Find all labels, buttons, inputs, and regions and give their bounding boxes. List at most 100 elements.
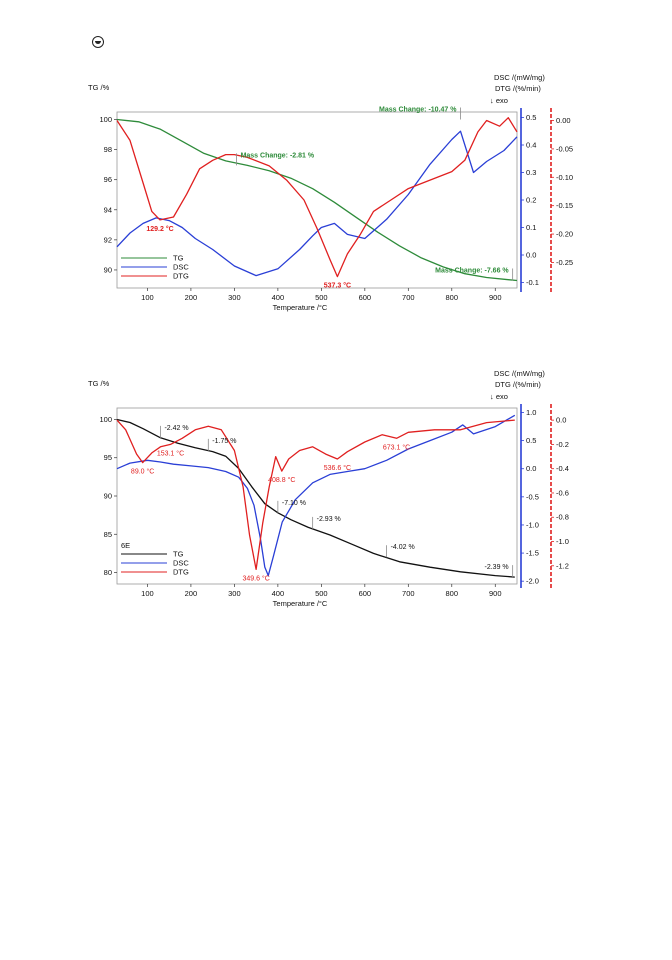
- dsc-tick-label: -0.5: [526, 492, 539, 501]
- dsc-tick-label: 0.1: [526, 223, 536, 232]
- dtg-tick-label: 0.00: [556, 116, 571, 125]
- dsc-tick-label: 0.0: [526, 464, 536, 473]
- series-tg-line: [116, 418, 515, 578]
- tg-tick-label: 100: [99, 415, 112, 424]
- dtg-tick-label: -1.2: [556, 561, 569, 570]
- dtg-tick-label: -0.6: [556, 488, 569, 497]
- dsc-tick-label: 0.2: [526, 196, 536, 205]
- dtg-tick-label: -0.10: [556, 173, 573, 182]
- x-tick-label: 500: [315, 589, 328, 598]
- thermal-analysis-chart-2: TG /% DSC /(mW/mg) DTG /(%/min) ↓ exo Temper…: [88, 369, 569, 608]
- series-dsc-line: [116, 414, 516, 577]
- peak-temperature-label: 129.2 °C: [146, 225, 173, 233]
- peak-temperature-label: 89.0 °C: [131, 468, 154, 476]
- thermal-analysis-chart-1: TG /% DSC /(mW/mg) DTG /(%/min) ↓ exo Temper…: [88, 73, 573, 312]
- dtg-tick-label: -1.0: [556, 537, 569, 546]
- mass-change-label: -2.42 %: [164, 425, 188, 432]
- tg-tick-label: 85: [104, 530, 112, 539]
- mass-change-label: -2.93 %: [317, 516, 341, 523]
- dsc-tick-label: 1.0: [526, 408, 536, 417]
- mass-change-label: -4.02 %: [391, 544, 415, 551]
- dsc-axis-title: DSC /(mW/mg): [494, 73, 545, 82]
- x-tick-label: 800: [446, 293, 459, 302]
- peak-temperature-label: 537.3 °C: [324, 282, 351, 290]
- x-tick-label: 600: [359, 589, 372, 598]
- mass-change-label: Mass Change: -7.66 %: [435, 267, 509, 274]
- series-dsc-line: [116, 130, 518, 277]
- dsc-axis-title: DSC /(mW/mg): [494, 369, 545, 378]
- dsc-tick-label: 0.5: [526, 113, 536, 122]
- series-dtg-line: [116, 117, 518, 278]
- x-axis-title: Temperature /°C: [273, 599, 328, 608]
- mass-change-label: -2.39 %: [485, 564, 509, 571]
- x-axis-title: Temperature /°C: [273, 303, 328, 312]
- legend-label-dsc: DSC: [173, 559, 189, 568]
- x-tick-label: 400: [272, 293, 285, 302]
- tg-axis-title: TG /%: [88, 379, 110, 388]
- x-tick-label: 100: [141, 293, 154, 302]
- mass-change-label: -7.10 %: [282, 500, 306, 507]
- dtg-tick-label: -0.15: [556, 201, 573, 210]
- x-tick-label: 800: [446, 589, 459, 598]
- dsc-tick-label: -2.0: [526, 577, 539, 586]
- legend-label-dtg: DTG: [173, 272, 189, 281]
- x-tick-label: 400: [272, 589, 285, 598]
- tg-axis-title: TG /%: [88, 83, 110, 92]
- sample-label: 6E: [121, 541, 130, 550]
- x-tick-label: 700: [402, 293, 415, 302]
- peak-temperature-label: 408.8 °C: [268, 476, 295, 484]
- dsc-tick-label: -1.5: [526, 549, 539, 558]
- dtg-tick-label: -0.2: [556, 440, 569, 449]
- tg-tick-label: 90: [104, 492, 112, 501]
- dtg-tick-label: 0.0: [556, 416, 566, 425]
- x-tick-label: 300: [228, 589, 241, 598]
- tg-tick-label: 92: [104, 235, 112, 244]
- dtg-axis-title: DTG /(%/min): [495, 380, 541, 389]
- seal-logo-icon: [92, 36, 104, 48]
- legend-label-tg: TG: [173, 254, 184, 263]
- dsc-tick-label: 0.3: [526, 168, 536, 177]
- peak-temperature-label: 673.1 °C: [383, 443, 410, 451]
- x-tick-label: 700: [402, 589, 415, 598]
- x-tick-label: 900: [489, 589, 502, 598]
- peak-temperature-label: 153.1 °C: [157, 449, 184, 457]
- peak-temperature-label: 349.6 °C: [242, 574, 269, 582]
- x-tick-label: 200: [185, 293, 198, 302]
- plot-frame: [116, 111, 518, 289]
- mass-change-label: Mass Change: -2.81 %: [241, 152, 315, 159]
- dsc-tick-label: -0.1: [526, 278, 539, 287]
- tg-tick-label: 96: [104, 175, 112, 184]
- tg-tick-label: 100: [99, 115, 112, 124]
- x-tick-label: 100: [141, 589, 154, 598]
- series-dtg-line: [116, 419, 515, 571]
- dsc-tick-label: 0.4: [526, 141, 536, 150]
- tg-tick-label: 94: [104, 205, 112, 214]
- peak-temperature-label: 536.6 °C: [324, 464, 351, 472]
- mass-change-label: Mass Change: -10.47 %: [379, 107, 457, 114]
- tg-tick-label: 98: [104, 145, 112, 154]
- dsc-tick-label: -1.0: [526, 520, 539, 529]
- dtg-tick-label: -0.20: [556, 230, 573, 239]
- dtg-axis-title: DTG /(%/min): [495, 84, 541, 93]
- tg-tick-label: 95: [104, 453, 112, 462]
- x-tick-label: 200: [185, 589, 198, 598]
- exo-indicator: ↓ exo: [490, 96, 508, 105]
- legend-label-dsc: DSC: [173, 263, 189, 272]
- series-tg-line: [116, 118, 518, 282]
- exo-indicator: ↓ exo: [490, 392, 508, 401]
- legend-label-dtg: DTG: [173, 568, 189, 577]
- x-tick-label: 600: [359, 293, 372, 302]
- dtg-tick-label: -0.05: [556, 144, 573, 153]
- dsc-tick-label: 0.5: [526, 436, 536, 445]
- x-tick-label: 500: [315, 293, 328, 302]
- dtg-tick-label: -0.4: [556, 464, 569, 473]
- tg-tick-label: 80: [104, 568, 112, 577]
- x-tick-label: 300: [228, 293, 241, 302]
- mass-change-label: -1.75 %: [212, 438, 236, 445]
- dtg-tick-label: -0.25: [556, 258, 573, 267]
- dtg-tick-label: -0.8: [556, 513, 569, 522]
- x-tick-label: 900: [489, 293, 502, 302]
- dsc-tick-label: 0.0: [526, 251, 536, 260]
- tg-tick-label: 90: [104, 265, 112, 274]
- legend-label-tg: TG: [173, 550, 184, 559]
